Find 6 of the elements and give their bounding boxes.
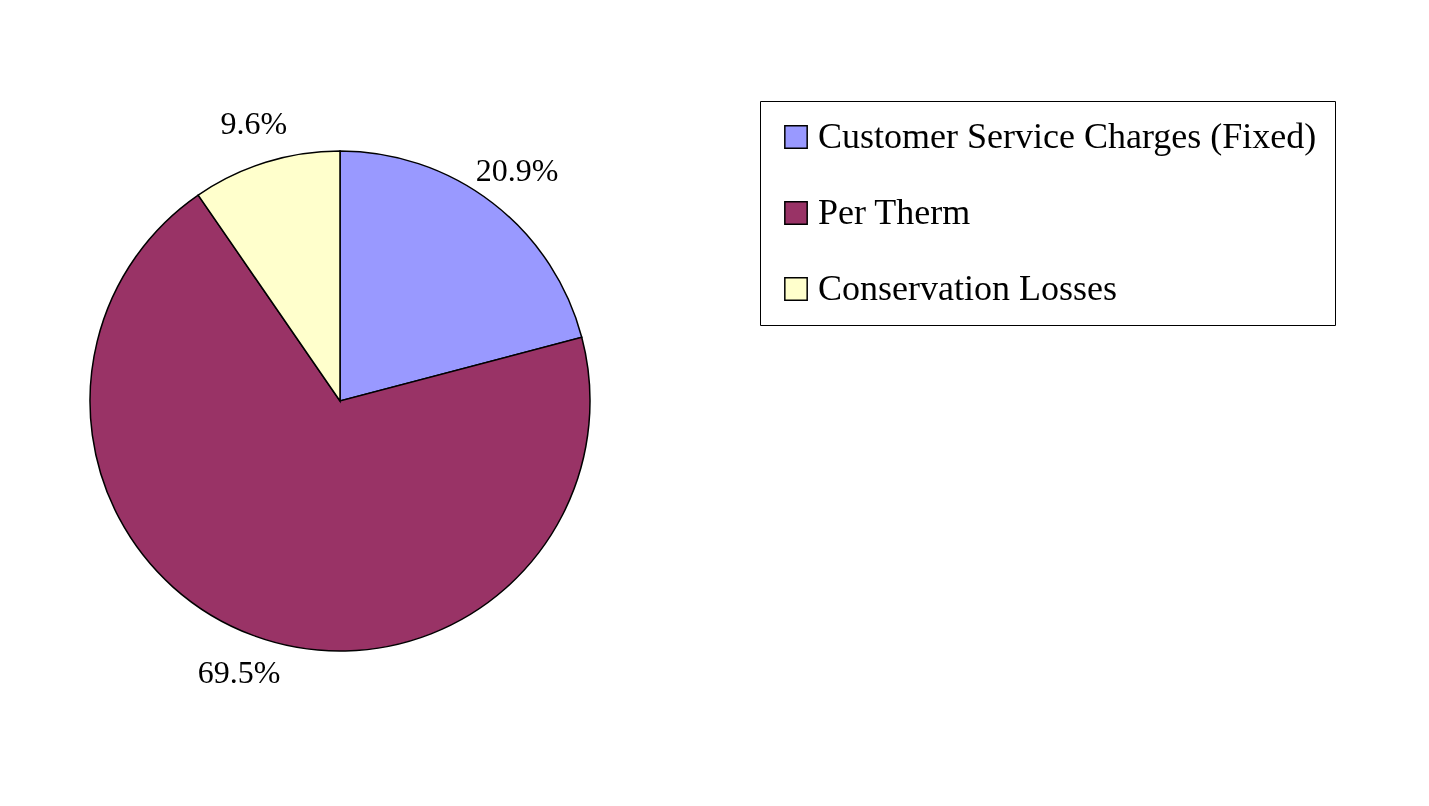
- legend-label: Customer Service Charges (Fixed): [818, 116, 1317, 156]
- data-label: 20.9%: [475, 152, 559, 189]
- data-label: 9.6%: [220, 105, 288, 142]
- data-label: 69.5%: [197, 653, 281, 690]
- legend-label: Per Therm: [818, 192, 971, 232]
- legend-label: Conservation Losses: [818, 268, 1117, 308]
